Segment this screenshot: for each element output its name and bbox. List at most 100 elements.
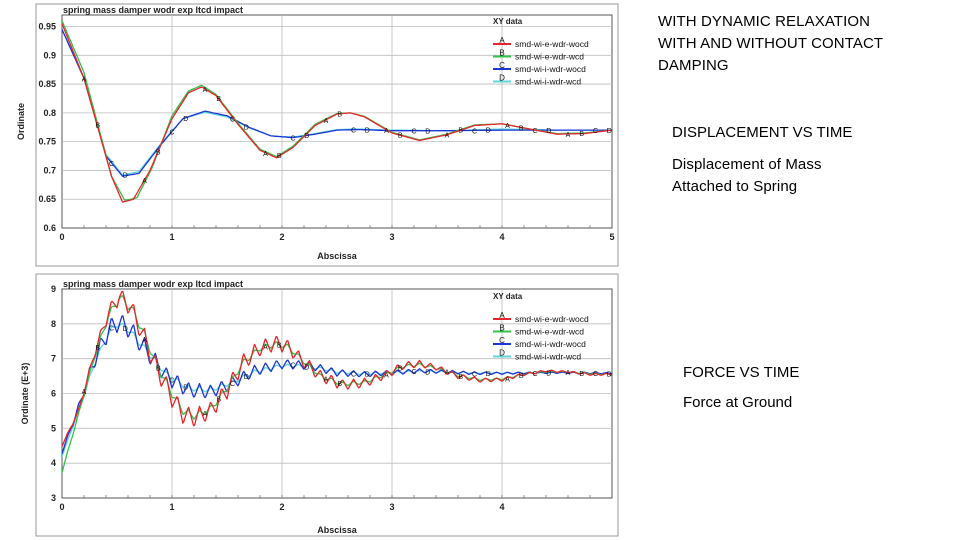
- series-marker-c: C: [411, 129, 416, 136]
- series-marker-a: A: [566, 132, 571, 139]
- y-tick-label: 0.85: [38, 79, 56, 89]
- series-marker-c: C: [593, 371, 598, 378]
- legend-marker: A: [499, 311, 505, 320]
- legend-marker: C: [499, 336, 505, 345]
- chart-displacement: 0 1 2 3 4 5 0.6 0.65 0.7 0.75 0.8 0.85 0.9 0.95 spring…: [16, 3, 619, 267]
- legend-marker: C: [499, 61, 505, 70]
- legend-label: smd-wi-i-wdr-wcd: [515, 352, 581, 362]
- y-tick-label: 0.8: [43, 108, 56, 118]
- series-marker-a: A: [324, 118, 329, 125]
- y-tick-label: 5: [51, 423, 56, 433]
- series-marker-b: B: [458, 128, 463, 135]
- series-marker-c: C: [109, 161, 114, 168]
- series-marker-b: B: [216, 397, 221, 404]
- series-line-a: [62, 290, 612, 447]
- series-marker-b: B: [519, 373, 524, 380]
- y-tick-label: 0.75: [38, 137, 56, 147]
- x-axis-label: Abscissa: [317, 251, 358, 261]
- series-marker-b: B: [398, 366, 403, 373]
- legend-marker: A: [499, 36, 505, 45]
- series-marker-d: D: [123, 326, 128, 333]
- y-axis-label: Ordinate (E+3): [20, 363, 30, 425]
- series-line-a: [62, 23, 612, 203]
- x-tick-label: 1: [169, 502, 174, 512]
- series-marker-d: D: [607, 128, 612, 135]
- y-tick-label: 6: [51, 389, 56, 399]
- series-marker-c: C: [230, 117, 235, 124]
- series-marker-a: A: [142, 337, 147, 344]
- series-marker-a: A: [263, 151, 268, 158]
- legend-label: smd-wi-e-wdr-wocd: [515, 314, 589, 324]
- legend-marker: D: [499, 74, 505, 83]
- chart-title: spring mass damper wodr exp ltcd impact: [63, 5, 243, 15]
- legend-marker: D: [499, 349, 505, 358]
- chart-title: spring mass damper wodr exp ltcd impact: [63, 279, 243, 289]
- x-axis-label: Abscissa: [317, 525, 358, 535]
- chart-force: 0 1 2 3 4 3 4 5 6 7 8 9 spring mass damper wodr exp …: [20, 273, 619, 537]
- series-marker-a: A: [384, 372, 389, 379]
- series-marker-d: D: [365, 127, 370, 134]
- x-tick-label: 2: [279, 502, 284, 512]
- series-marker-b: B: [95, 122, 100, 129]
- x-tick-label: 2: [279, 232, 284, 242]
- x-tick-label: 4: [499, 232, 504, 242]
- force-title: FORCE VS TIME: [683, 364, 800, 381]
- series-marker-a: A: [203, 87, 208, 94]
- intro-line: WITH AND WITHOUT CONTACT: [658, 35, 884, 52]
- series-marker-c: C: [532, 128, 537, 135]
- series-marker-d: D: [183, 385, 188, 392]
- series-marker-a: A: [445, 370, 450, 377]
- series-marker-b: B: [398, 133, 403, 140]
- series-marker-d: D: [244, 374, 249, 381]
- series-marker-c: C: [411, 369, 416, 376]
- series-marker-b: B: [337, 111, 342, 118]
- series-line-c: [62, 29, 612, 177]
- series-marker-d: D: [244, 124, 249, 131]
- series-marker-d: D: [486, 371, 491, 378]
- y-tick-label: 4: [51, 458, 56, 468]
- series-marker-b: B: [216, 96, 221, 103]
- series-marker-a: A: [142, 178, 147, 185]
- series-marker-c: C: [351, 128, 356, 135]
- x-tick-label: 0: [59, 232, 64, 242]
- legend-marker: B: [499, 324, 504, 333]
- x-tick-label: 5: [609, 232, 614, 242]
- y-tick-label: 0.7: [43, 165, 56, 175]
- y-tick-label: 0.95: [38, 22, 56, 32]
- series-marker-d: D: [546, 128, 551, 135]
- series-marker-d: D: [425, 369, 430, 376]
- series-marker-a: A: [566, 370, 571, 377]
- series-marker-a: A: [82, 76, 87, 83]
- x-tick-label: 1: [169, 232, 174, 242]
- legend-label: smd-wi-e-wdr-wcd: [515, 52, 584, 62]
- series-marker-a: A: [445, 133, 450, 140]
- displacement-description: Displacement of Mass Attached to Spring: [672, 154, 822, 198]
- series-marker-b: B: [337, 381, 342, 388]
- y-tick-label: 3: [51, 493, 56, 503]
- y-tick-label: 7: [51, 354, 56, 364]
- series-marker-c: C: [230, 381, 235, 388]
- x-tick-label: 3: [389, 232, 394, 242]
- series-marker-c: C: [593, 128, 598, 135]
- legend-title: XY data: [493, 17, 523, 26]
- legend-label: smd-wi-e-wdr-wocd: [515, 39, 589, 49]
- plot-area: [61, 14, 613, 229]
- legend-label: smd-wi-i-wdr-wocd: [515, 339, 586, 349]
- series-marker-d: D: [123, 172, 128, 179]
- series-marker-c: C: [169, 378, 174, 385]
- series-marker-a: A: [82, 389, 87, 396]
- series-marker-c: C: [169, 130, 174, 137]
- series-marker-c: C: [290, 136, 295, 143]
- series-marker-d: D: [365, 372, 370, 379]
- series-marker-c: C: [351, 372, 356, 379]
- series-marker-b: B: [458, 374, 463, 381]
- intro-line: WITH DYNAMIC RELAXATION: [658, 13, 871, 30]
- series-marker-d: D: [183, 116, 188, 123]
- series-marker-d: D: [304, 364, 309, 371]
- y-tick-label: 0.65: [38, 194, 56, 204]
- series-marker-b: B: [277, 343, 282, 350]
- y-tick-label: 0.9: [43, 50, 56, 60]
- displacement-desc-line: Attached to Spring: [672, 178, 798, 195]
- series-marker-d: D: [607, 371, 612, 378]
